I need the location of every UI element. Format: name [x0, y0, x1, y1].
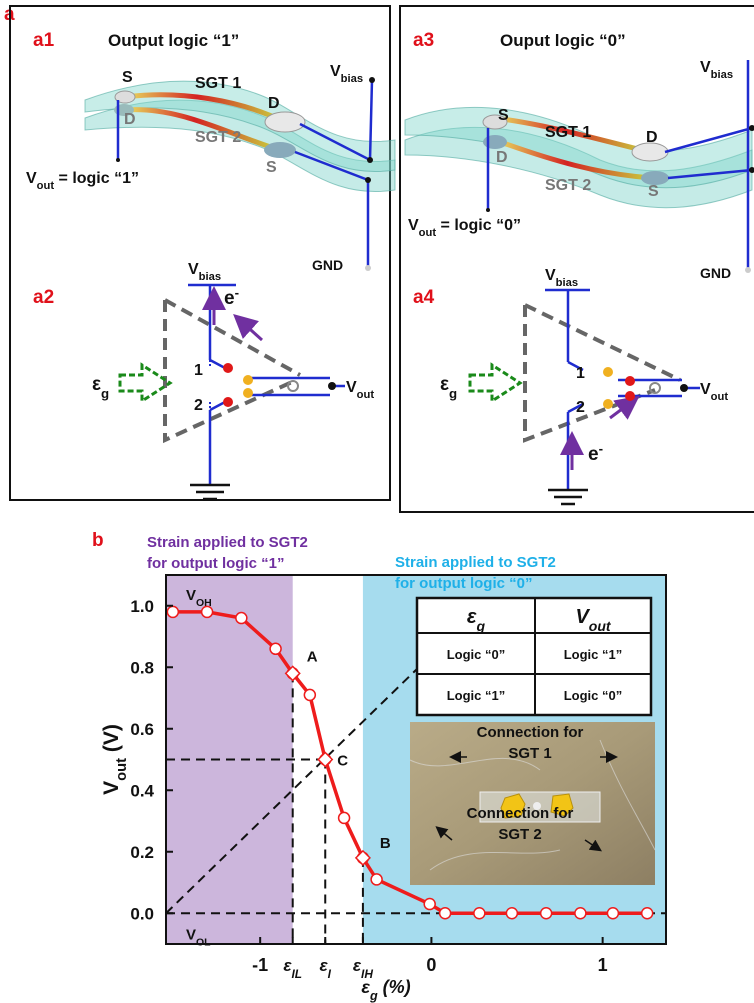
label: D [496, 149, 508, 166]
panel-label: a4 [413, 287, 435, 308]
data-point [607, 908, 618, 919]
x-tick-label: -1 [252, 955, 268, 975]
table-cell: Logic “1” [447, 688, 506, 703]
label: 2 [576, 399, 585, 416]
table-cell: Logic “0” [564, 688, 623, 703]
label: SGT 2 [545, 177, 591, 194]
page: {"figure_label": "a", "panels": { "a1": … [0, 0, 754, 1003]
ground [548, 490, 588, 504]
data-point [339, 812, 350, 823]
label: Vout [700, 381, 728, 403]
annotation-label: C [337, 753, 348, 770]
label: D [268, 95, 280, 112]
data-point [202, 606, 213, 617]
data-point [474, 908, 485, 919]
table-cell: Logic “0” [447, 647, 506, 662]
data-point [270, 643, 281, 654]
plot: Strain applied to SGT2 for output logic “… [100, 534, 666, 1003]
label: Vbias [330, 63, 363, 85]
transistor-outline [525, 305, 680, 440]
label: e- [224, 285, 239, 310]
strain-arrow [470, 365, 520, 401]
label: S [266, 159, 277, 176]
circuit-wire [545, 290, 700, 490]
photo-label: SGT 1 [508, 745, 551, 762]
table-cell: Logic “1” [564, 647, 623, 662]
label: SGT 1 [195, 75, 241, 92]
strain-arrow [120, 365, 170, 401]
y-tick-label: 0.8 [130, 658, 154, 677]
panel-title: Ouput logic “0” [500, 31, 626, 50]
annotation-label: B [380, 835, 391, 852]
y-tick-label: 0.2 [130, 843, 154, 862]
panel-label: a2 [33, 287, 54, 308]
label: Vout = logic “0” [408, 217, 521, 239]
y-tick-label: 0.0 [130, 904, 154, 923]
label: Vout = logic “1” [26, 170, 139, 192]
data-point [440, 908, 451, 919]
region-label: for output logic “0” [395, 575, 532, 592]
photo-label: Connection for [467, 805, 574, 822]
label: SGT 1 [545, 124, 591, 141]
data-point [575, 908, 586, 919]
data-point [424, 899, 435, 910]
label: Vbias [545, 267, 578, 289]
region-label: Strain applied to SGT2 [147, 534, 308, 551]
panel-label: a1 [33, 30, 55, 51]
data-point [167, 606, 178, 617]
label: S [648, 183, 659, 200]
label: GND [312, 257, 343, 273]
photo-label: SGT 2 [498, 826, 541, 843]
panel-a3-a4: a3 Ouput logic “0” S SGT 1 D SGT 2 S D V… [400, 6, 754, 512]
y-tick-label: 0.4 [130, 781, 154, 800]
label: 1 [194, 362, 203, 379]
data-point [304, 689, 315, 700]
x-tick-label: 0 [426, 955, 436, 975]
label: Vout [346, 379, 374, 401]
panel-label: b [92, 530, 104, 551]
x-axis-label: εg (%) [361, 977, 410, 1003]
data-point [642, 908, 653, 919]
label: SGT 2 [195, 129, 241, 146]
y-tick-label: 1.0 [130, 597, 154, 616]
label: 1 [576, 365, 585, 382]
y-axis-label: Vout (V) [100, 724, 130, 795]
electrode [264, 142, 296, 158]
label: D [124, 111, 136, 128]
panel-title: Output logic “1” [108, 31, 239, 50]
ground [190, 485, 230, 499]
label: Vbias [700, 59, 733, 81]
label: εg [92, 374, 109, 401]
data-point [236, 613, 247, 624]
panel-frame [400, 6, 754, 512]
label: D [646, 129, 658, 146]
y-tick-label: 0.6 [130, 720, 154, 739]
circuit-wire [188, 285, 345, 485]
label: S [122, 69, 133, 86]
annotation-label: A [307, 648, 318, 665]
label: S [498, 107, 509, 124]
label: e- [588, 441, 603, 466]
x-tick-label: 1 [598, 955, 608, 975]
panel-a1-a2: a1 Output logic “1” S SGT 1 D SGT 2 S D … [10, 6, 395, 500]
data-point [371, 874, 382, 885]
panel-label: a3 [413, 30, 434, 51]
figure: a a1 Output logic “1” S SGT 1 D SGT 2 S … [0, 0, 754, 1003]
label: 2 [194, 397, 203, 414]
data-point [541, 908, 552, 919]
data-point [506, 908, 517, 919]
x-tick-label: εIL [283, 956, 302, 981]
region-label: Strain applied to SGT2 [395, 554, 556, 571]
electrode [265, 112, 305, 132]
region-label: for output logic “1” [147, 555, 284, 572]
label: εg [440, 374, 457, 401]
electron-arrow [242, 322, 262, 340]
label: GND [700, 265, 731, 281]
photo-label: Connection for [477, 724, 584, 741]
x-tick-label: εI [320, 956, 332, 981]
label: Vbias [188, 261, 221, 283]
